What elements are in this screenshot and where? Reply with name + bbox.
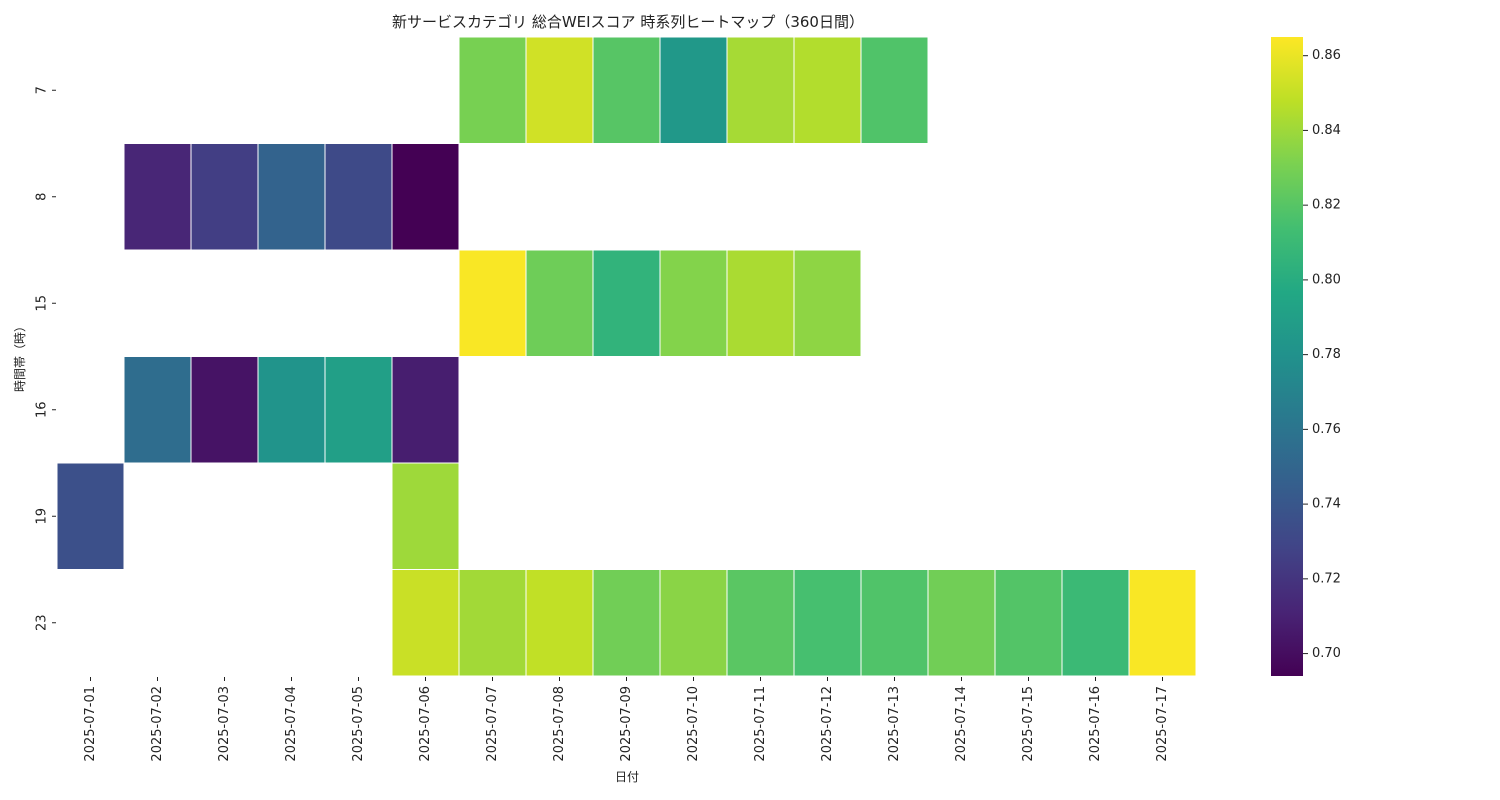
heatmap-cell	[190, 356, 259, 464]
heatmap-cell	[659, 36, 728, 144]
heatmap-cell	[592, 36, 661, 144]
colorbar-tick-label: 0.76	[1312, 422, 1341, 437]
colorbar-ticks: 0.70 0.72 0.74 0.76 0.78 0.80 0.82 0.84 0.86	[1303, 48, 1341, 661]
y-tick-label: 7	[35, 86, 50, 94]
chart-title: 新サービスカテゴリ 総合WEIスコア 時系列ヒートマップ（360日間）	[392, 13, 864, 31]
heatmap-cell	[324, 356, 393, 464]
y-tick-label: 23	[35, 614, 50, 631]
colorbar-tick-label: 0.80	[1312, 272, 1341, 287]
x-tick-label: 2025-07-13	[887, 686, 902, 762]
x-tick-labels: 2025-07-01 2025-07-02 2025-07-03 2025-07-04…	[83, 677, 1170, 762]
heatmap-cell	[458, 249, 527, 357]
heatmap-cell	[860, 36, 929, 144]
x-tick-label: 2025-07-15	[1021, 686, 1036, 762]
x-tick-label: 2025-07-09	[619, 686, 634, 762]
heatmap-cell	[726, 36, 795, 144]
x-tick-label: 2025-07-08	[552, 686, 567, 762]
y-tick-label: 16	[35, 401, 50, 418]
colorbar-tick-label: 0.74	[1312, 497, 1341, 512]
heatmap-cell	[525, 249, 594, 357]
heatmap-cell	[726, 569, 795, 677]
colorbar-tick-label: 0.78	[1312, 347, 1341, 362]
colorbar-tick-label: 0.82	[1312, 198, 1341, 213]
heatmap-cell	[525, 36, 594, 144]
y-tick-label: 19	[35, 508, 50, 525]
y-tick-label: 8	[35, 193, 50, 201]
heatmap-cell	[659, 569, 728, 677]
x-tick-label: 2025-07-06	[418, 686, 433, 762]
heatmap-cell	[391, 356, 460, 464]
x-tick-label: 2025-07-17	[1155, 686, 1170, 762]
heatmap-cell	[56, 462, 125, 570]
heatmap-cell	[1128, 569, 1197, 677]
heatmap-cell	[391, 569, 460, 677]
heatmap-cell	[190, 143, 259, 251]
heatmap-cell	[1061, 569, 1130, 677]
colorbar-tick-label: 0.70	[1312, 646, 1341, 661]
heatmap-cell	[458, 36, 527, 144]
x-tick-label: 2025-07-14	[954, 686, 969, 762]
heatmap-cell	[793, 569, 862, 677]
x-tick-label: 2025-07-02	[150, 686, 165, 762]
heatmap-cell	[659, 249, 728, 357]
x-axis-label: 日付	[615, 770, 639, 784]
x-tick-label: 2025-07-05	[351, 686, 366, 762]
heatmap-cell	[458, 569, 527, 677]
x-tick-label: 2025-07-12	[820, 686, 835, 762]
heatmap-cell	[123, 143, 192, 251]
colorbar-tick-label: 0.84	[1312, 123, 1341, 138]
x-tick-label: 2025-07-16	[1088, 686, 1103, 762]
heatmap-cell	[257, 143, 326, 251]
colorbar-tick-label: 0.86	[1312, 48, 1341, 63]
x-tick-label: 2025-07-01	[83, 686, 98, 762]
heatmap-cell	[324, 143, 393, 251]
heatmap-cell	[525, 569, 594, 677]
x-tick-label: 2025-07-07	[485, 686, 500, 762]
x-tick-label: 2025-07-04	[284, 686, 299, 762]
colorbar-tick-label: 0.72	[1312, 571, 1341, 586]
heatmap-cell	[123, 356, 192, 464]
heatmap-cell	[860, 569, 929, 677]
heatmap-cell	[391, 143, 460, 251]
y-tick-labels: 7 8 15 16 19 23	[35, 86, 56, 631]
heatmap-cell	[793, 249, 862, 357]
y-tick-label: 15	[35, 295, 50, 312]
x-tick-label: 2025-07-10	[686, 686, 701, 762]
heatmap-cell	[793, 36, 862, 144]
x-tick-label: 2025-07-03	[217, 686, 232, 762]
heatmap-cell	[592, 569, 661, 677]
heatmap-cell	[726, 249, 795, 357]
x-tick-label: 2025-07-11	[753, 686, 768, 762]
heatmap-cell	[592, 249, 661, 357]
heatmap-cells	[56, 36, 1197, 677]
heatmap-cell	[391, 462, 460, 570]
heatmap-cell	[994, 569, 1063, 677]
heatmap-cell	[257, 356, 326, 464]
heatmap-cell	[927, 569, 996, 677]
y-axis-label: 時間帯（時）	[13, 320, 27, 392]
colorbar	[1271, 37, 1303, 676]
